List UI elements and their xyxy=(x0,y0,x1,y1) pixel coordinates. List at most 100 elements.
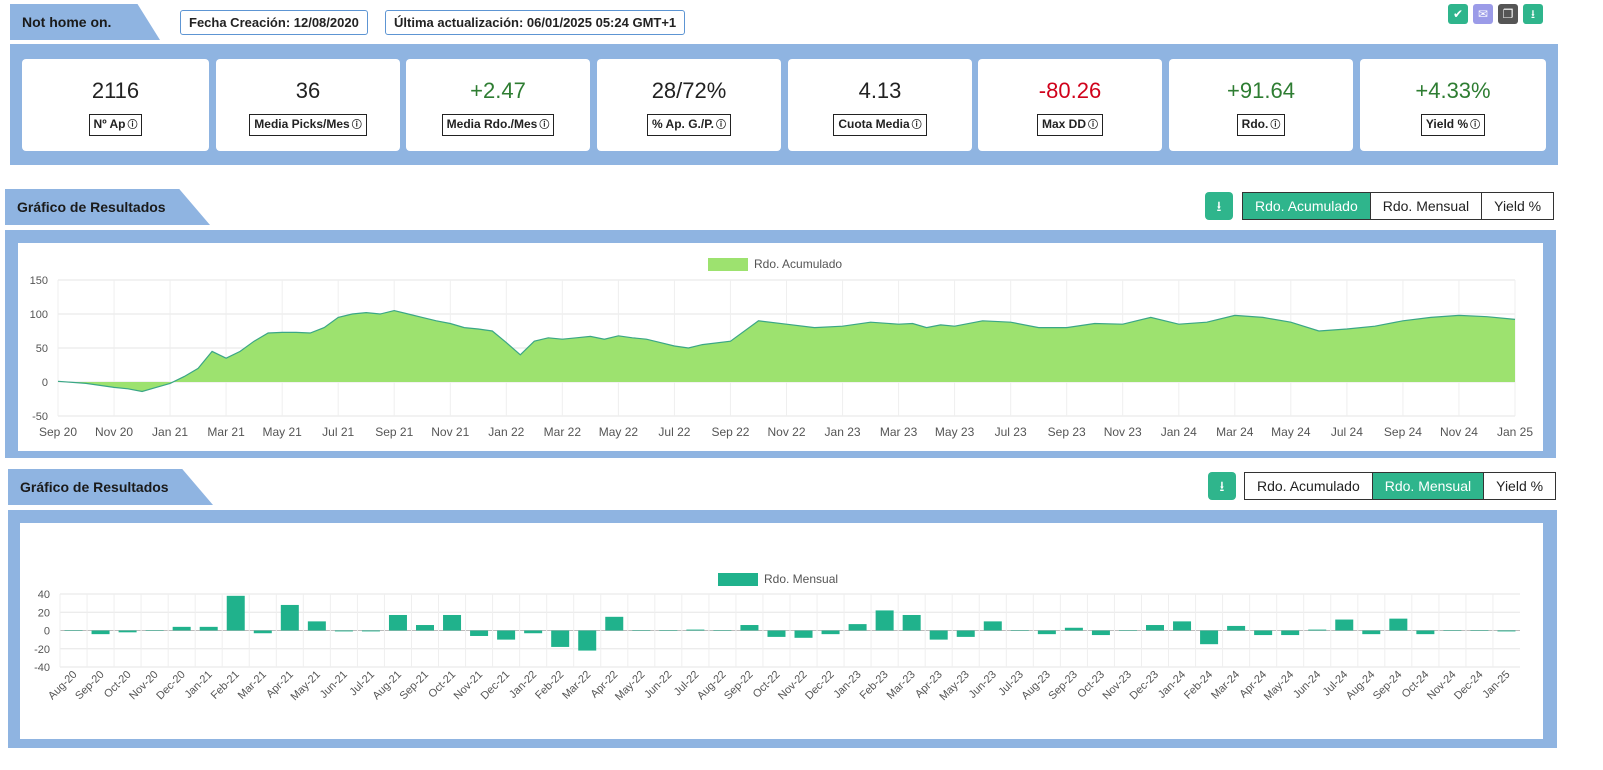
x-tick-label: Sep-21 xyxy=(398,669,432,703)
monthly-bar xyxy=(388,614,407,631)
info-icon[interactable]: ⓘ xyxy=(539,120,550,131)
section1-download-button[interactable]: ⭳ xyxy=(1205,192,1233,220)
x-tick-label: May 21 xyxy=(262,425,302,439)
section2-download-button[interactable]: ⭳ xyxy=(1208,472,1236,500)
x-tick-label: Jul 23 xyxy=(995,425,1027,439)
kpi-card: 4.13 Cuota Media ⓘ xyxy=(788,59,972,151)
x-tick-label: Nov-23 xyxy=(1101,669,1135,703)
monthly-bar xyxy=(767,630,786,637)
monthly-bar xyxy=(740,625,759,631)
kpi-value: -80.26 xyxy=(1038,78,1102,103)
section2-btn-yield[interactable]: Yield % xyxy=(1496,478,1544,494)
info-icon[interactable]: ⓘ xyxy=(716,120,726,131)
kpi-label-box[interactable]: Max DD ⓘ xyxy=(1036,114,1103,136)
kpi-card: +4.33% Yield % ⓘ xyxy=(1360,59,1546,151)
monthly-bar xyxy=(1064,627,1083,631)
y-tick-label: 0 xyxy=(44,626,50,638)
x-tick-label: Nov 24 xyxy=(1440,425,1478,439)
x-tick-label: Nov 22 xyxy=(767,425,805,439)
monthly-bar xyxy=(659,630,678,631)
x-tick-label: Nov 20 xyxy=(95,425,133,439)
kpi-label-box[interactable]: Yield % ⓘ xyxy=(1420,114,1486,136)
x-tick-label: May 23 xyxy=(935,425,975,439)
monthly-bar xyxy=(875,610,894,631)
monthly-bar xyxy=(1497,630,1516,632)
x-tick-label: Mar 23 xyxy=(880,425,918,439)
section1-btn-yield[interactable]: Yield % xyxy=(1494,198,1542,214)
x-tick-label: Jun-23 xyxy=(967,669,999,701)
x-tick-label: Mar 21 xyxy=(207,425,245,439)
monthly-bar xyxy=(307,621,326,631)
monthly-bar xyxy=(470,630,489,636)
monthly-bar xyxy=(1308,629,1327,631)
monthly-bar xyxy=(1416,630,1435,635)
kpi-label-box[interactable]: Nº Ap ⓘ xyxy=(88,114,143,136)
x-tick-label: Sep 24 xyxy=(1384,425,1422,439)
kpi-value: 2116 xyxy=(91,78,140,103)
info-icon[interactable]: ⓘ xyxy=(1270,120,1281,131)
info-icon[interactable]: ⓘ xyxy=(127,120,138,131)
mail-icon[interactable]: ✉ xyxy=(1473,4,1493,24)
x-tick-label: Dec-21 xyxy=(479,669,513,703)
x-tick-label: Nov-20 xyxy=(127,669,161,703)
x-tick-label: May-24 xyxy=(1262,669,1296,703)
kpi-label-box[interactable]: Media Picks/Mes ⓘ xyxy=(249,114,367,136)
check-icon[interactable]: ✔ xyxy=(1448,4,1468,24)
monthly-bar xyxy=(1227,625,1246,631)
monthly-bar xyxy=(226,595,245,631)
info-icon[interactable]: ⓘ xyxy=(1470,120,1481,131)
kpi-label: Rdo. xyxy=(1241,117,1269,131)
section2-btn-acumulado[interactable]: Rdo. Acumulado xyxy=(1245,473,1373,499)
kpi-card: -80.26 Max DD ⓘ xyxy=(978,59,1162,151)
monthly-bar xyxy=(1118,630,1137,631)
section2-btn-mensual[interactable]: Rdo. Mensual xyxy=(1372,473,1485,499)
kpi-label-box[interactable]: Rdo. ⓘ xyxy=(1236,114,1286,136)
x-tick-label: Mar-22 xyxy=(560,669,593,702)
section1-btn-mensual[interactable]: Rdo. Mensual xyxy=(1371,193,1483,219)
kpi-value: 28/72% xyxy=(651,78,727,103)
info-icon[interactable]: ⓘ xyxy=(911,120,922,131)
monthly-bar xyxy=(551,630,570,647)
kpi-card: +91.64 Rdo. ⓘ xyxy=(1169,59,1353,151)
x-tick-label: Mar-24 xyxy=(1209,669,1242,702)
strategy-name-tab: Not home on. xyxy=(10,4,160,40)
y-tick-label: 0 xyxy=(42,377,48,389)
kpi-label-box[interactable]: Cuota Media ⓘ xyxy=(833,114,927,136)
monthly-bar xyxy=(118,630,137,633)
section2-toggle-group: Rdo. Acumulado Rdo. Mensual Yield % xyxy=(1244,472,1557,500)
monthly-bar xyxy=(497,630,516,640)
monthly-bar xyxy=(1146,625,1164,631)
download-icon[interactable]: ⭳ xyxy=(1523,4,1543,24)
x-tick-label: Aug-21 xyxy=(371,669,405,703)
x-tick-label: Mar-23 xyxy=(885,669,918,702)
kpi-label-box[interactable]: Media Rdo./Mes ⓘ xyxy=(441,114,555,136)
x-tick-label: Jul 24 xyxy=(1331,425,1363,439)
monthly-bar xyxy=(713,630,732,631)
x-tick-label: Jan-24 xyxy=(1156,669,1188,701)
y-tick-label: 20 xyxy=(38,607,50,619)
y-tick-label: 50 xyxy=(36,343,48,355)
x-tick-label: Dec-23 xyxy=(1128,669,1162,703)
kpi-label-box[interactable]: % Ap. G./P. ⓘ xyxy=(646,114,731,136)
kpi-value: 36 xyxy=(295,78,321,103)
kpi-label: % Ap. G./P. xyxy=(651,117,714,131)
x-tick-label: Jan 25 xyxy=(1497,425,1533,439)
info-icon[interactable]: ⓘ xyxy=(351,120,362,131)
info-icon[interactable]: ⓘ xyxy=(1088,120,1098,131)
x-tick-label: Jan-23 xyxy=(831,669,863,701)
copy-icon[interactable]: ❐ xyxy=(1498,4,1518,24)
monthly-bar xyxy=(1037,630,1056,635)
monthly-bar xyxy=(443,614,462,631)
x-tick-label: Sep 20 xyxy=(39,425,77,439)
x-tick-label: Mar 22 xyxy=(544,425,582,439)
kpi-value: 4.13 xyxy=(858,78,902,103)
cumulative-line xyxy=(57,309,1516,393)
section1-btn-acumulado[interactable]: Rdo. Acumulado xyxy=(1243,193,1371,219)
x-tick-label: Jul 21 xyxy=(322,425,354,439)
x-tick-label: Aug-22 xyxy=(695,669,729,703)
kpi-label: Max DD xyxy=(1041,117,1086,131)
cumulative-area xyxy=(58,310,1515,392)
monthly-bar xyxy=(145,630,164,631)
x-tick-label: Jan-22 xyxy=(507,669,539,701)
y-tick-label: 100 xyxy=(30,309,48,321)
